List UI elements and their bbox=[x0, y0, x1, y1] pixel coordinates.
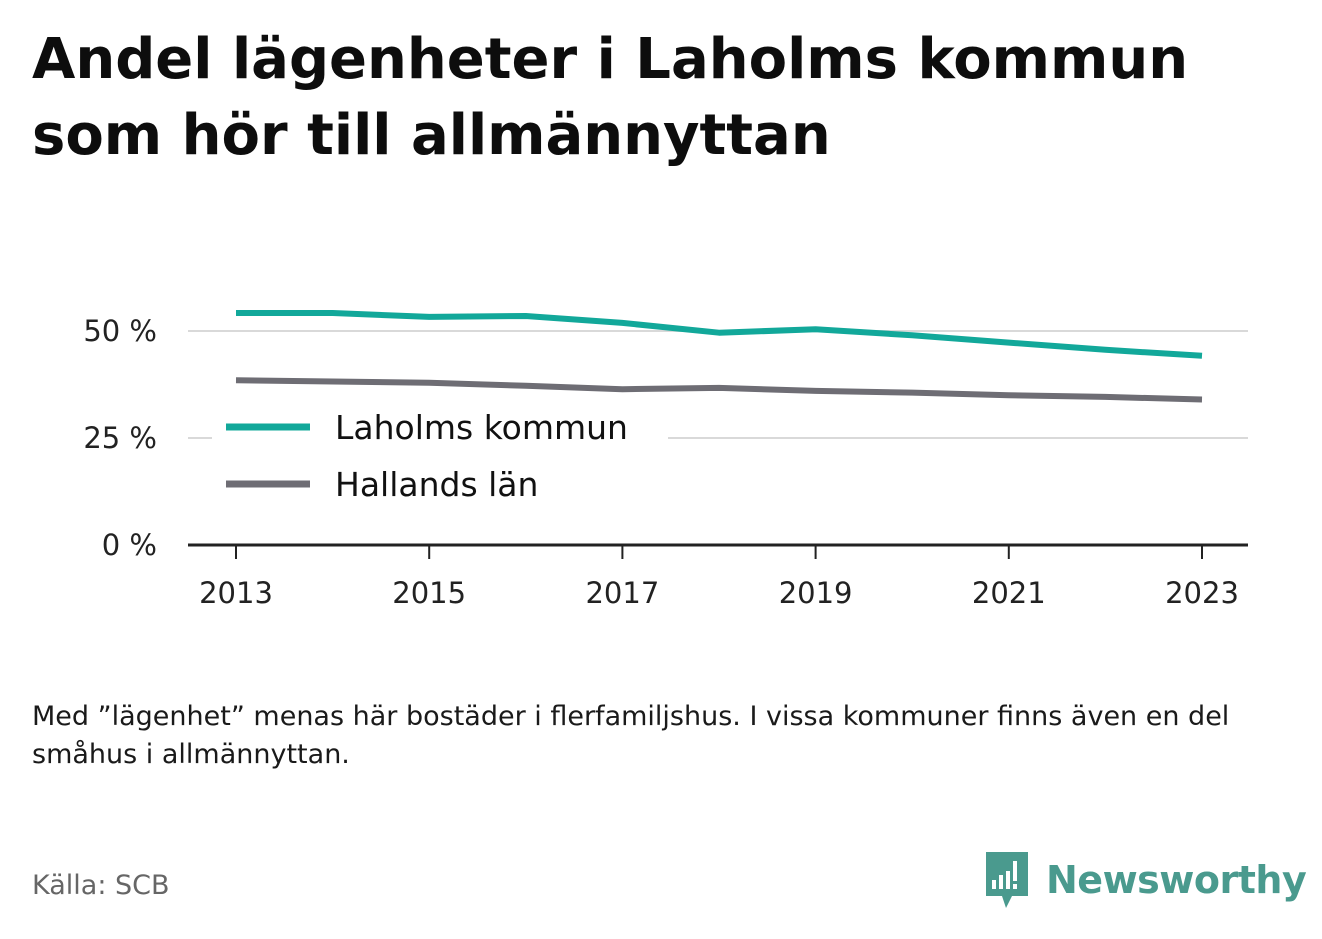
newsworthy-logo-icon bbox=[986, 852, 1028, 908]
x-tick-label: 2013 bbox=[199, 576, 273, 610]
legend-label: Hallands län bbox=[335, 465, 538, 504]
x-tick-label: 2023 bbox=[1165, 576, 1239, 610]
line-chart: 0 % 25 % 50 % 2013 2015 2017 2019 2021 2023 Lah… bbox=[83, 310, 1248, 610]
chart-title: Andel lägenheter i Laholms kommun som hö… bbox=[32, 27, 1189, 168]
legend-background bbox=[212, 400, 668, 512]
series-line-1 bbox=[235, 377, 1203, 403]
y-tick-label: 25 % bbox=[83, 421, 157, 455]
brand-name: Newsworthy bbox=[1046, 858, 1307, 902]
series-lines bbox=[235, 310, 1203, 403]
x-tick-label: 2015 bbox=[392, 576, 466, 610]
x-tick-label: 2021 bbox=[972, 576, 1046, 610]
y-tick-label: 0 % bbox=[102, 528, 157, 562]
brand: Newsworthy bbox=[982, 850, 1307, 910]
series-line-0 bbox=[236, 310, 1203, 359]
y-axis-ticks: 0 % 25 % 50 % bbox=[83, 314, 157, 562]
legend-label: Laholms kommun bbox=[335, 408, 628, 447]
x-tick-label: 2017 bbox=[585, 576, 659, 610]
legend: Laholms kommun Hallands län bbox=[212, 400, 668, 512]
y-tick-label: 50 % bbox=[83, 314, 157, 348]
x-tick-label: 2019 bbox=[779, 576, 853, 610]
footnote: Med ”lägenhet” menas här bostäder i fler… bbox=[32, 701, 1230, 770]
source-label: Källa: SCB bbox=[32, 870, 170, 901]
x-axis-ticks: 2013 2015 2017 2019 2021 2023 bbox=[199, 545, 1239, 610]
